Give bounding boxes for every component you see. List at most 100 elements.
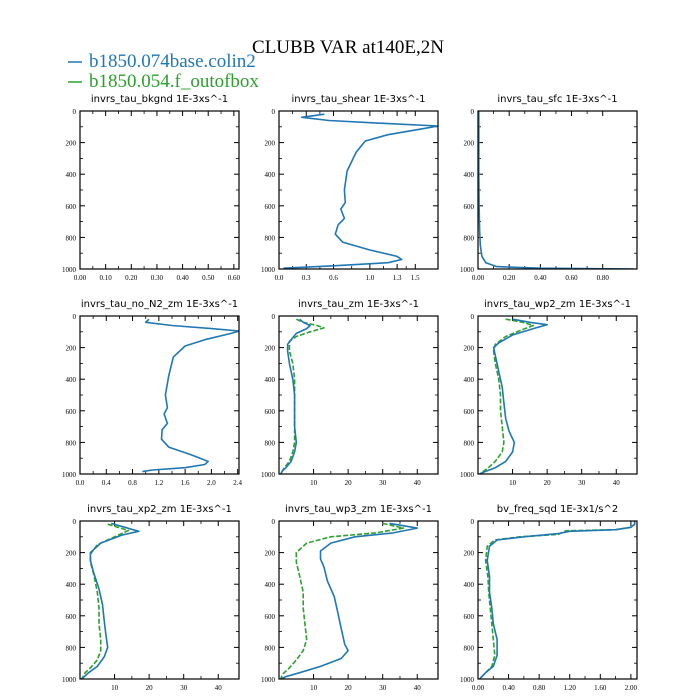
y-tick-label: 600	[464, 203, 475, 211]
x-tick-label: 0.0	[275, 274, 284, 282]
x-tick-label: 40	[613, 479, 621, 487]
y-tick-label: 400	[265, 376, 276, 384]
y-tick-label: 0	[471, 518, 475, 526]
x-tick-label: 0.60	[228, 274, 241, 282]
panel-title: invrs_tau_wp2_zm 1E-3xs^-1	[484, 299, 631, 310]
series-line	[280, 522, 419, 679]
x-tick-label: 0.80	[533, 684, 546, 692]
panel-invrs-tau-sfc: invrs_tau_sfc 1E-3xs^-1 0 200 400 600 800 1000…	[460, 94, 638, 282]
series-line	[479, 318, 548, 474]
x-tick-label: 0.80	[597, 274, 610, 282]
y-tick-label: 200	[464, 140, 475, 148]
y-tick-label: 1000	[460, 676, 475, 684]
x-tick-label: 40	[414, 479, 422, 487]
x-tick-label: 10	[111, 684, 119, 692]
x-tick-label: 0.00	[74, 274, 87, 282]
panel-invrs-tau-xp2-zm: invrs_tau_xp2_zm 1E-3xs^-1 0 200 400 600 800 1…	[62, 504, 240, 692]
x-tick-label: 40	[414, 684, 422, 692]
y-tick-label: 600	[66, 408, 77, 416]
x-tick-label: 1.2	[154, 479, 163, 487]
x-tick-label: 0.6	[329, 274, 338, 282]
panel-title: invrs_tau_wp3_zm 1E-3xs^-1	[285, 504, 432, 515]
x-tick-label: 0.40	[534, 274, 547, 282]
panel-title: invrs_tau_zm 1E-3xs^-1	[298, 299, 419, 310]
legend-label: b1850.074base.colin2	[89, 51, 256, 72]
panel-invrs-tau-no-N2-zm: invrs_tau_no_N2_zm 1E-3xs^-1 0 200 400 600 80…	[62, 299, 243, 487]
x-tick-label: 0.4	[102, 479, 111, 487]
series-group	[478, 111, 634, 269]
series-group	[283, 113, 438, 269]
series-group	[142, 318, 239, 473]
x-tick-label: 1.0	[365, 274, 374, 282]
y-tick-label: 800	[265, 439, 276, 447]
y-tick-label: 800	[66, 439, 77, 447]
plot-frame	[477, 520, 638, 680]
series-group	[81, 522, 140, 679]
y-tick-label: 800	[265, 234, 276, 242]
x-tick-label: 30	[379, 684, 387, 692]
series-line	[280, 318, 311, 474]
x-tick-label: 10	[509, 479, 517, 487]
y-tick-label: 0	[471, 108, 475, 116]
y-tick-label: 200	[265, 550, 276, 558]
x-tick-label: 0.30	[151, 274, 164, 282]
y-tick-label: 0	[272, 108, 276, 116]
panel-title: bv_freq_sqd 1E-3x1/s^2	[497, 504, 619, 515]
panel-grid: invrs_tau_bkgnd 1E-3xs^-1020040060080010…	[62, 94, 638, 692]
plot-frame	[79, 110, 240, 270]
plot-frame	[278, 520, 439, 680]
panel-title: invrs_tau_sfc 1E-3xs^-1	[497, 94, 617, 105]
y-tick-label: 800	[464, 234, 475, 242]
x-tick-label: 0.0	[76, 479, 85, 487]
x-tick-label: 0.8	[128, 479, 137, 487]
plot-frame	[79, 520, 240, 680]
y-tick-label: 600	[66, 203, 77, 211]
y-tick-label: 1000	[460, 266, 475, 274]
x-tick-label: 0.20	[125, 274, 138, 282]
x-tick-label: 20	[544, 479, 552, 487]
panel-invrs-tau-wp3-zm: invrs_tau_wp3_zm 1E-3xs^-1 0 200 400 600 800 1…	[261, 504, 439, 692]
y-tick-label: 1000	[261, 266, 276, 274]
y-tick-label: 1000	[62, 471, 77, 479]
x-tick-label: 10	[310, 684, 318, 692]
y-tick-label: 600	[66, 613, 77, 621]
panel-title: invrs_tau_no_N2_zm 1E-3xs^-1	[81, 299, 238, 310]
y-tick-label: 1000	[261, 676, 276, 684]
x-tick-label: 0.40	[502, 684, 515, 692]
y-tick-label: 600	[464, 613, 475, 621]
x-tick-label: 0.60	[565, 274, 578, 282]
panel-title: invrs_tau_xp2_zm 1E-3xs^-1	[87, 504, 232, 515]
x-tick-label: 0.20	[503, 274, 516, 282]
y-tick-label: 800	[66, 644, 77, 652]
y-tick-label: 400	[66, 171, 77, 179]
y-tick-label: 600	[265, 408, 276, 416]
y-tick-label: 600	[265, 203, 276, 211]
x-tick-label: 30	[578, 479, 586, 487]
y-tick-label: 0	[272, 518, 276, 526]
series-line	[279, 522, 405, 679]
x-tick-label: 40	[215, 684, 223, 692]
y-tick-label: 200	[464, 550, 475, 558]
series-line	[478, 111, 634, 269]
series-line	[479, 318, 535, 474]
series-line	[81, 522, 140, 679]
y-tick-label: 200	[265, 345, 276, 353]
y-tick-label: 600	[464, 408, 475, 416]
x-tick-label: 20	[345, 684, 353, 692]
panel-bv-freq-sqd: bv_freq_sqd 1E-3x1/s^2020040060080010000…	[460, 504, 638, 692]
y-tick-label: 0	[73, 518, 77, 526]
y-tick-label: 800	[66, 234, 77, 242]
series-line	[280, 318, 325, 474]
y-tick-label: 0	[73, 313, 77, 321]
x-tick-label: 0.50	[202, 274, 215, 282]
figure-title: CLUBB VAR at140E,2N	[252, 37, 444, 58]
y-tick-label: 1000	[460, 471, 475, 479]
x-tick-label: 0.00	[472, 274, 485, 282]
y-tick-label: 400	[464, 376, 475, 384]
y-tick-label: 0	[272, 313, 276, 321]
x-tick-label: 1.20	[564, 684, 577, 692]
y-tick-label: 1000	[261, 471, 276, 479]
y-tick-label: 200	[66, 550, 77, 558]
series-line	[81, 523, 130, 679]
